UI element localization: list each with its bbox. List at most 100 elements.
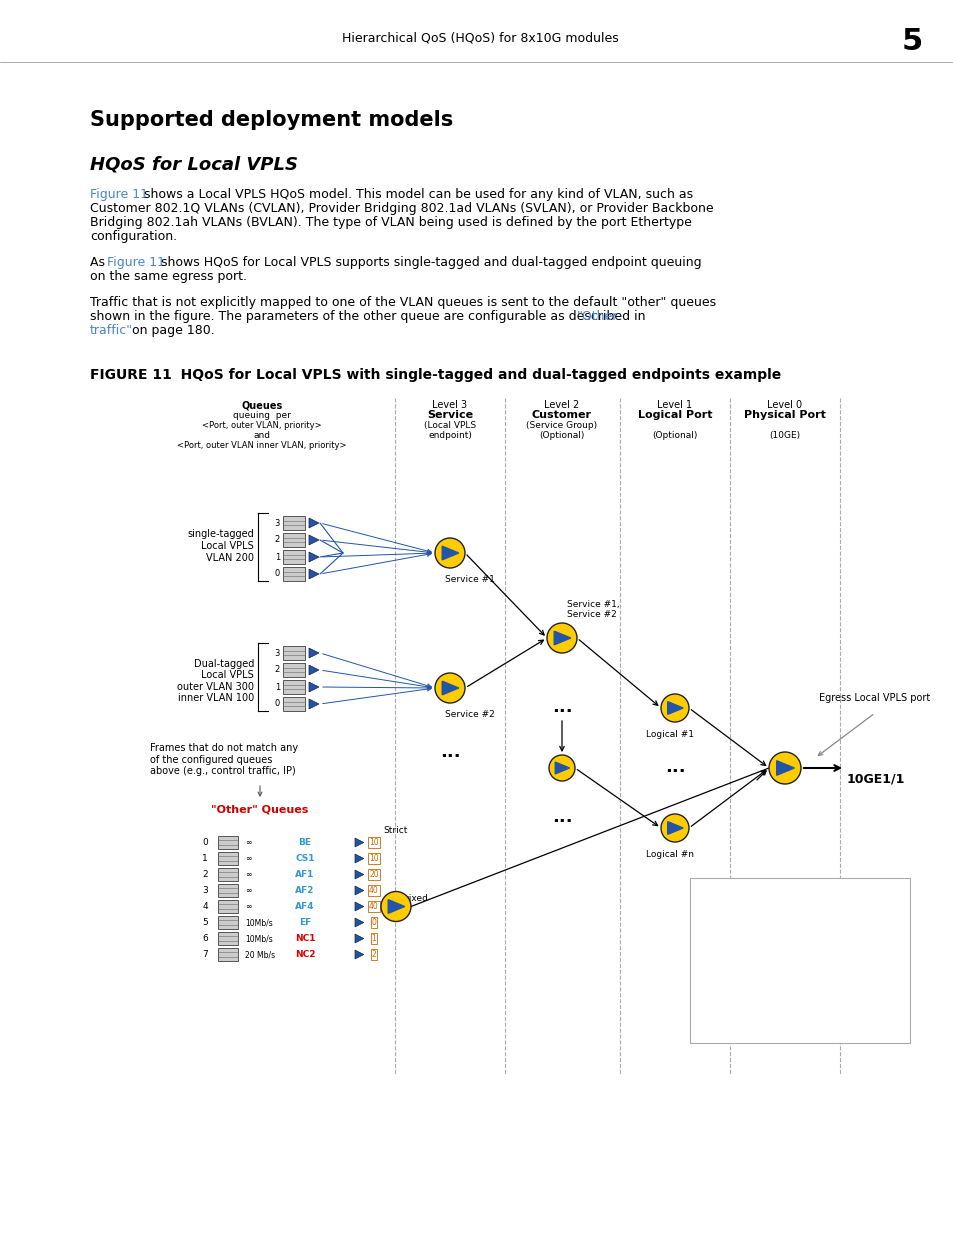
Text: 6: 6 [202, 934, 208, 944]
Text: 0: 0 [202, 839, 208, 847]
Text: 1: 1 [274, 552, 280, 562]
Text: Level 0: Level 0 [766, 400, 801, 410]
Text: Level 3: Level 3 [432, 400, 467, 410]
Bar [218, 916, 237, 929]
Polygon shape [309, 552, 318, 562]
Text: Scheduler Flow: Scheduler Flow [753, 893, 827, 903]
Text: ...: ... [551, 698, 572, 716]
Text: As: As [90, 256, 109, 269]
Polygon shape [309, 682, 318, 692]
Text: Service #2: Service #2 [444, 710, 495, 719]
Text: shown in the figure. The parameters of the other queue are configurable as descr: shown in the figure. The parameters of t… [90, 310, 649, 324]
Text: 5: 5 [901, 27, 922, 57]
Bar [218, 852, 237, 864]
Text: 4: 4 [202, 902, 208, 911]
Text: AF4: AF4 [294, 902, 314, 911]
Text: ∞: ∞ [245, 902, 251, 911]
Polygon shape [355, 934, 363, 942]
Polygon shape [355, 885, 363, 895]
Polygon shape [355, 839, 363, 847]
Text: Logical Port: Logical Port [638, 410, 712, 420]
Text: 1: 1 [202, 853, 208, 863]
Polygon shape [667, 701, 682, 714]
Polygon shape [309, 517, 318, 527]
Text: configuration.: configuration. [90, 230, 177, 243]
Text: NC2: NC2 [294, 950, 314, 960]
Text: ...: ... [664, 758, 684, 776]
Text: <Port, outer VLAN inner VLAN, priority>: <Port, outer VLAN inner VLAN, priority> [177, 441, 346, 450]
Text: 10: 10 [369, 853, 378, 863]
Text: 0: 0 [371, 918, 376, 927]
Text: 10GE1/1: 10GE1/1 [846, 773, 904, 785]
Text: 20: 20 [369, 869, 378, 879]
Text: Level 1: Level 1 [657, 400, 692, 410]
Text: ...: ... [551, 808, 572, 826]
Text: 2: 2 [202, 869, 208, 879]
Text: traffic": traffic" [90, 324, 133, 337]
Text: single-tagged
Local VPLS
VLAN 200: single-tagged Local VPLS VLAN 200 [187, 530, 253, 563]
Circle shape [380, 892, 411, 921]
Polygon shape [355, 902, 363, 911]
Text: NC1: NC1 [294, 934, 314, 944]
Text: mixed: mixed [399, 894, 428, 903]
Text: Customer 802.1Q VLANs (CVLAN), Provider Bridging 802.1ad VLANs (SVLAN), or Provi: Customer 802.1Q VLANs (CVLAN), Provider … [90, 203, 713, 215]
Text: "Other: "Other [577, 310, 618, 324]
Circle shape [548, 755, 575, 781]
Text: Traffic that is not explicitly mapped to one of the VLAN queues is sent to the d: Traffic that is not explicitly mapped to… [90, 296, 716, 309]
Text: FIGURE 11: FIGURE 11 [90, 368, 172, 382]
Text: CS1: CS1 [294, 853, 314, 863]
Polygon shape [554, 631, 570, 645]
Text: 3: 3 [274, 648, 280, 657]
Polygon shape [388, 899, 404, 914]
Text: queuing  per: queuing per [233, 411, 291, 420]
Text: on page 180.: on page 180. [128, 324, 214, 337]
Polygon shape [442, 546, 458, 559]
Bar [218, 884, 237, 897]
Text: Egress Local VPLS port: Egress Local VPLS port [819, 693, 929, 703]
Bar [283, 697, 305, 711]
Text: Level 2: Level 2 [544, 400, 579, 410]
Circle shape [546, 622, 577, 653]
Bar [218, 948, 237, 961]
Text: 2: 2 [274, 666, 280, 674]
Text: 0: 0 [274, 699, 280, 709]
Text: Queues: Queues [241, 400, 282, 410]
Text: 10: 10 [369, 839, 378, 847]
Bar [283, 534, 305, 547]
Text: Service #1: Service #1 [444, 576, 495, 584]
Text: 1: 1 [372, 934, 376, 944]
Text: Strict: Strict [383, 826, 408, 835]
Text: Service: Service [427, 410, 473, 420]
Text: 0: 0 [274, 569, 280, 578]
Text: 7: 7 [202, 950, 208, 960]
Polygon shape [309, 569, 318, 579]
Bar [283, 680, 305, 694]
Text: "Other" Queues: "Other" Queues [212, 804, 309, 814]
Text: ∞: ∞ [245, 869, 251, 879]
Polygon shape [355, 871, 363, 879]
Text: Physical Port: Physical Port [743, 410, 825, 420]
Text: ...: ... [439, 743, 460, 761]
Polygon shape [309, 666, 318, 676]
Polygon shape [309, 535, 318, 545]
Text: Figure 11: Figure 11 [107, 256, 165, 269]
Text: shows HQoS for Local VPLS supports single-tagged and dual-tagged endpoint queuin: shows HQoS for Local VPLS supports singl… [157, 256, 700, 269]
Text: Figure 11: Figure 11 [90, 188, 148, 201]
Circle shape [660, 814, 688, 842]
Bar [218, 900, 237, 913]
Polygon shape [355, 918, 363, 927]
Polygon shape [355, 950, 363, 958]
Text: 3: 3 [274, 519, 280, 527]
Bar [218, 836, 237, 848]
Text: (Optional): (Optional) [652, 431, 697, 440]
Text: 10Mb/s: 10Mb/s [245, 918, 273, 927]
Bar [283, 516, 305, 530]
Text: Hierarchical QoS (HQoS) for 8x10G modules: Hierarchical QoS (HQoS) for 8x10G module… [341, 32, 618, 44]
Bar [283, 663, 305, 677]
Text: and: and [253, 431, 271, 440]
Text: AF1: AF1 [295, 869, 314, 879]
Bar [218, 932, 237, 945]
Text: shows a Local VPLS HQoS model. This model can be used for any kind of VLAN, such: shows a Local VPLS HQoS model. This mode… [140, 188, 693, 201]
Text: Queue: Queue [753, 925, 785, 935]
Text: ∞: ∞ [245, 839, 251, 847]
